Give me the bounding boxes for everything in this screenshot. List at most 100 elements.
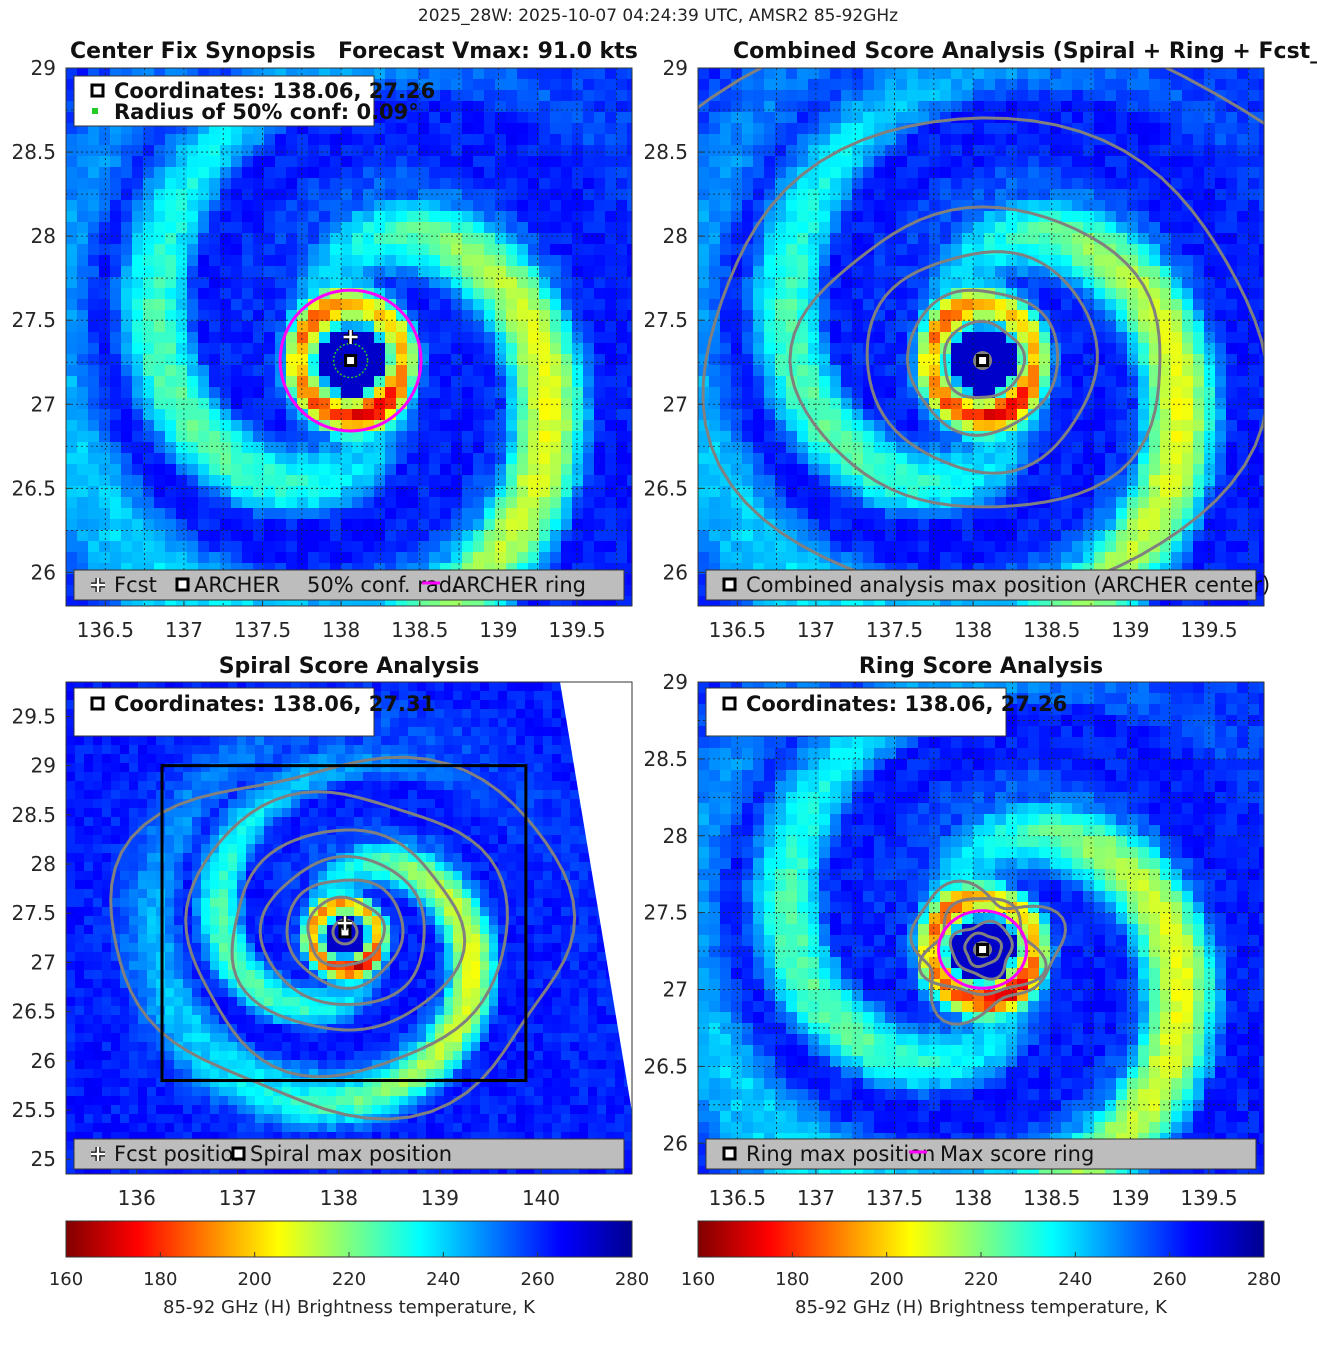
x-tick-label: 137 [165,618,203,642]
x-tick-label: 138.5 [391,618,448,642]
legend-archer: ARCHER [194,573,280,597]
combined-plot: 136.5 137 137.5 138 138.5 139 139.5 29 28.5 28 27.… [643,56,1265,642]
x-tick-label: 139 [1111,618,1149,642]
spiral-coordinates: Coordinates: 138.06, 27.31 [114,692,435,716]
ring-legend: Ring max position Max score ring [705,1138,1257,1170]
y-tick-label: 25 [31,1147,56,1171]
ring-contour [963,931,1004,969]
ring-title: Ring Score Analysis [859,654,1103,679]
score-contour [788,205,1162,509]
x-tick-label: 136.5 [77,618,134,642]
combined-max-icon [722,577,737,592]
synopsis-radius: Radius of 50% conf: 0.09° [114,100,419,124]
y-tick-label: 28 [31,852,56,876]
max-score-ring [937,909,1029,990]
synopsis-vmax: Forecast Vmax: 91.0 kts [338,39,638,64]
conf-circle [332,342,369,379]
y-tick-label: 25.5 [11,1098,56,1122]
fcst-position-icon [91,1147,105,1161]
score-contour [973,350,993,370]
colorbar-tick-label: 220 [332,1269,366,1290]
synopsis-title: Center Fix Synopsis [70,39,316,64]
colorbar-right [697,1220,1265,1258]
y-tick-label: 28.5 [643,140,688,164]
colorbar-label-left: 85-92 GHz (H) Brightness temperature, K [163,1297,536,1318]
legend-fcst: Fcst [114,573,157,597]
colorbar-tick-label: 220 [964,1269,998,1290]
ring-marker-icon [722,696,737,711]
combined-max-marker [976,354,990,368]
ring-info-box: Coordinates: 138.06, 27.26 [705,687,1067,737]
colorbar-tick-label: 160 [49,1269,83,1290]
x-tick-label: 137.5 [234,618,291,642]
x-tick-label: 137 [797,1186,835,1210]
x-tick-label: 137 [219,1186,257,1210]
spiral-contour [258,854,426,1006]
colorbar-tick-label: 200 [869,1269,903,1290]
y-tick-label: 27.5 [11,901,56,925]
x-tick-label: 138 [322,618,360,642]
x-tick-label: 137.5 [866,1186,923,1210]
spiral-legend: Fcst position Spiral max position [73,1138,625,1170]
colorbar-tick-label: 200 [237,1269,271,1290]
x-tick-label: 136 [118,1186,156,1210]
archer-legend-icon [175,577,190,592]
archer-center-marker [344,354,358,368]
legend-fcst-position: Fcst position [114,1142,247,1166]
spiral-title: Spiral Score Analysis [219,654,480,679]
forecast-marker [343,330,358,344]
y-tick-label: 29 [31,56,56,80]
conf-dot-icon [92,108,98,114]
colorbar-tick-label: 160 [681,1269,715,1290]
spiral-contour [109,755,577,1121]
spiral-plot: 136 137 138 139 140 29.5 29 28.5 28 27.5 27 26.5 26 2… [11,681,633,1210]
colorbar-ticks: 160 180 200 220 240 260 280 160 180 200 220 240 260 2… [49,1252,1281,1290]
spiral-fcst-marker [337,916,352,931]
score-contour [701,116,1264,600]
x-tick-label: 139.5 [1180,618,1237,642]
x-tick-label: 138 [954,1186,992,1210]
y-tick-label: 26 [663,1131,688,1155]
colorbar-tick-label: 260 [1152,1269,1186,1290]
legend-conf: 50% conf. rad. [307,573,459,597]
y-tick-label: 27 [31,950,56,974]
colorbar-label-right: 85-92 GHz (H) Brightness temperature, K [795,1297,1168,1318]
y-tick-label: 27.5 [643,308,688,332]
y-tick-label: 27 [663,978,688,1002]
y-tick-label: 29 [31,754,56,778]
y-tick-label: 27 [663,392,688,416]
y-tick-label: 28.5 [643,747,688,771]
combined-legend: Combined analysis max position (ARCHER c… [705,569,1270,601]
y-tick-label: 26 [31,560,56,584]
x-tick-label: 139.5 [548,618,605,642]
fcst-cross-icon [91,578,105,592]
y-tick-label: 26.5 [11,1000,56,1024]
legend-combined: Combined analysis max position (ARCHER c… [746,573,1270,597]
x-tick-label: 138.5 [1023,1186,1080,1210]
x-tick-label: 136.5 [709,1186,766,1210]
legend-archer-ring: ARCHER ring [452,573,586,597]
ring-contour [909,879,1068,1026]
ring-contour [948,919,1014,981]
synopsis-plot: 136.5 137 137.5 138 138.5 139 139.5 29 28.5 28 27.… [11,56,633,642]
legend-max-ring: Max score ring [940,1142,1094,1166]
y-tick-label: 26.5 [11,476,56,500]
x-tick-label: 139 [421,1186,459,1210]
y-tick-label: 29.5 [11,704,56,728]
figure-title: 2025_28W: 2025-10-07 04:24:39 UTC, AMSR2… [418,6,898,26]
combined-title: Combined Score Analysis (Spiral + Ring +… [733,39,1317,64]
x-tick-label: 139 [1111,1186,1149,1210]
synopsis-info-box: Coordinates: 138.06, 27.26 Radius of 50%… [73,75,435,127]
x-tick-label: 139.5 [1180,1186,1237,1210]
y-tick-label: 28.5 [11,140,56,164]
y-tick-label: 26.5 [643,1054,688,1078]
y-tick-label: 26 [31,1049,56,1073]
x-tick-label: 140 [522,1186,560,1210]
legend-ring-max: Ring max position [746,1142,935,1166]
analysis-box [160,764,528,1083]
ring-coordinates: Coordinates: 138.06, 27.26 [746,692,1067,716]
y-tick-label: 29 [663,56,688,80]
spiral-marker-icon [90,696,105,711]
spiral-max-icon [231,1146,246,1161]
y-tick-label: 29 [663,670,688,694]
